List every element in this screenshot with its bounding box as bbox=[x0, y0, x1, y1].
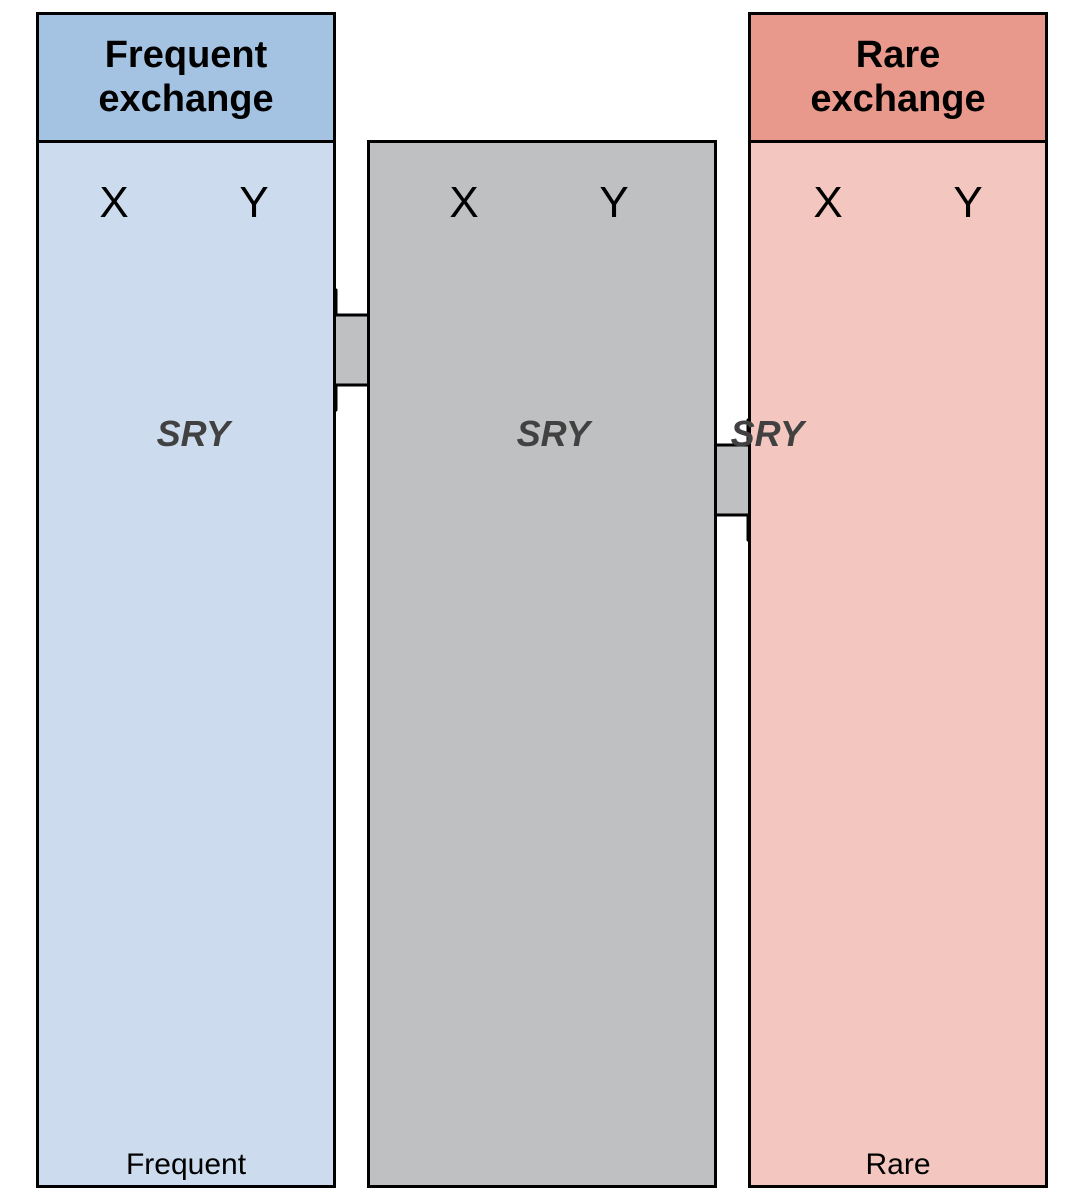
label-x-right: X bbox=[798, 178, 858, 228]
label-y-left: Y bbox=[224, 178, 284, 228]
sry-label-right: SRY bbox=[724, 413, 804, 455]
panel-rare-header: Rare exchange bbox=[751, 15, 1045, 143]
label-y-right: Y bbox=[938, 178, 998, 228]
panel-frequent: Frequent exchange bbox=[36, 12, 336, 1188]
bottom-label-rare: Rare bbox=[748, 1148, 1048, 1182]
diagram-stage: Frequent exchange Rare exchange X Y X Y … bbox=[0, 0, 1087, 1200]
sry-label-left: SRY bbox=[150, 413, 230, 455]
bottom-label-frequent: Frequent bbox=[36, 1148, 336, 1182]
sry-label-center: SRY bbox=[510, 413, 590, 455]
label-x-center: X bbox=[434, 178, 494, 228]
label-x-left: X bbox=[84, 178, 144, 228]
panel-frequent-header: Frequent exchange bbox=[39, 15, 333, 143]
label-y-center: Y bbox=[584, 178, 644, 228]
panel-rare: Rare exchange bbox=[748, 12, 1048, 1188]
panel-center bbox=[367, 140, 717, 1188]
